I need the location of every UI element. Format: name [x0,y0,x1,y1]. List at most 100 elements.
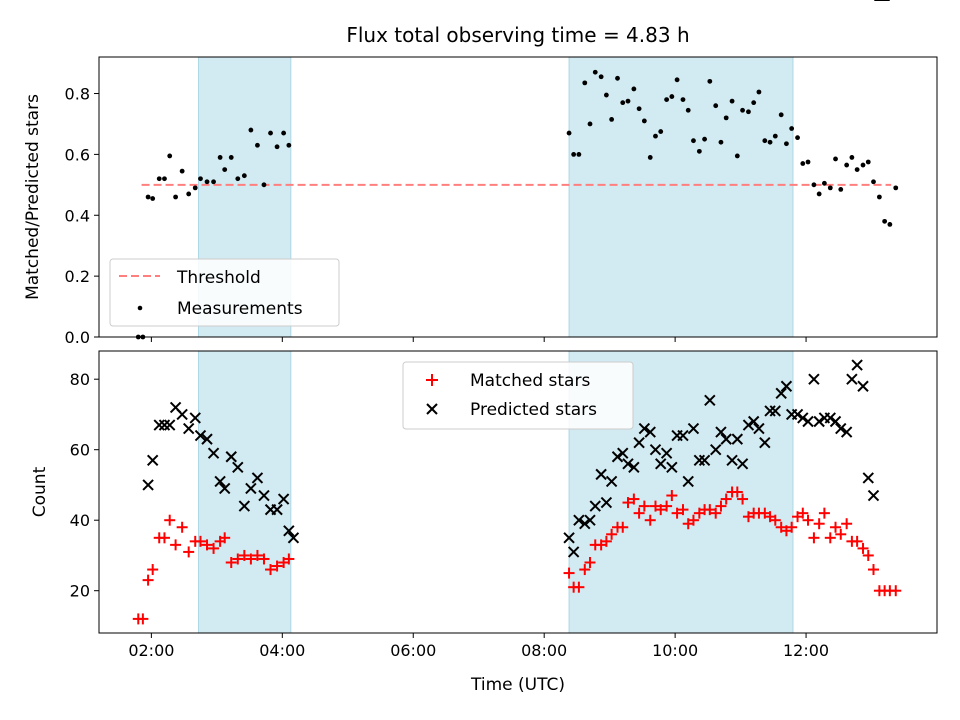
bottom-legend: Matched stars Predicted stars [402,361,634,430]
bottom-shaded-intervals [198,350,794,634]
matched-star-point [579,564,591,576]
matched-star-point [238,549,250,561]
predicted-star-point [238,500,251,512]
top-legend-box [109,258,340,327]
matched-star-point [867,564,879,576]
legend-predicted-swatch [426,403,438,415]
legend-predicted-label: Predicted stars [470,400,597,420]
matched-star-point [232,553,244,565]
measurement-point [235,176,241,182]
measurement-point [603,92,609,98]
matched-star-point [600,535,612,547]
x-tick-label: 04:00 [259,641,305,660]
matched-star-point [786,521,798,533]
measurement-point [241,173,247,179]
predicted-star-point [595,468,607,481]
measurement-point [204,179,210,185]
predicted-star-point [666,461,678,474]
measurement-point [723,115,729,121]
matched-star-point [194,535,206,547]
top-y-tick-label: 0.8 [65,85,90,104]
matched-star-point [824,532,836,544]
measurement-point [882,218,888,224]
matched-star-point [170,539,182,551]
matched-star-point [584,557,596,568]
matched-star-point [622,497,634,509]
measurement-point [156,176,162,182]
x-axis-label: Time (UTC) [470,675,565,695]
matched-star-point [573,581,585,593]
matched-star-point [201,539,213,551]
matched-star-point [797,507,809,519]
measurement-point [255,142,260,148]
bottom-y-tick-label: 40 [70,511,90,530]
matched-star-point [655,504,667,516]
legend-measurements-swatch [137,305,143,311]
predicted-star-point [622,458,634,470]
measurement-point [751,100,757,106]
measurement-point [746,109,751,115]
measurement-point [865,159,871,165]
predicted-star-point [207,447,220,459]
predicted-star-point [258,489,270,502]
predicted-star-point [840,426,853,438]
measurement-point [669,94,675,99]
matched-star-point [818,507,830,519]
top-panel: 0.00.20.40.60.8 Matched/Predicted stars … [23,56,938,347]
measurement-point [805,159,811,165]
predicted-star-point [660,447,673,459]
measurement-point [789,126,795,131]
x-tick-label: 10:00 [652,641,698,660]
predicted-star-point [176,408,188,421]
matched-star-point [710,507,722,519]
measurement-point [734,153,740,159]
matched-star-point [661,500,673,512]
predicted-star-point [584,514,596,526]
bottom-y-tick-label: 80 [70,370,90,389]
measurement-point [860,162,866,168]
top-y-tick-label: 0.0 [65,328,90,347]
matched-star-point [183,546,195,558]
predicted-star-point [813,415,825,428]
measurement-point [871,179,876,185]
measurement-point [566,130,572,136]
predicted-star-point [633,436,645,449]
measurement-point [685,107,691,113]
matched-star-point [715,500,727,512]
measurement-point [838,186,844,192]
measurement-point [756,89,762,95]
measurement-point [636,106,642,112]
top-y-tick-label: 0.6 [65,145,90,164]
top-axes-frame [98,56,938,338]
measurement-point [707,78,713,84]
predicted-star-point [644,426,656,438]
predicted-star-point [764,405,776,417]
predicted-star-point [769,405,781,417]
matched-star-point [164,514,176,526]
measurement-point [625,98,631,104]
matched-star-point [841,518,853,530]
matched-star-point [704,504,716,516]
measurements-points [135,69,899,340]
measurement-point [772,133,778,139]
matched-star-point [563,567,575,579]
bottom-y-tick-label: 60 [70,441,90,460]
predicted-star-point [775,387,787,400]
predicted-star-point [731,433,744,445]
measurement-point [827,185,833,191]
measurement-point [854,167,860,173]
measurement-point [179,168,185,174]
measurement-point [713,103,719,109]
measurement-point [274,144,280,150]
measurement-point [598,74,604,80]
measurement-point [167,153,173,159]
matched-star-point [687,514,699,526]
matched-star-point [258,553,270,565]
measurement-point [571,151,577,157]
predicted-star-point [829,415,842,428]
measurement-point [222,167,228,173]
x-tick-label: 06:00 [390,641,436,660]
measurement-point [281,130,287,136]
legend-measurements-label: Measurements [177,299,303,319]
measurement-point [173,194,178,200]
